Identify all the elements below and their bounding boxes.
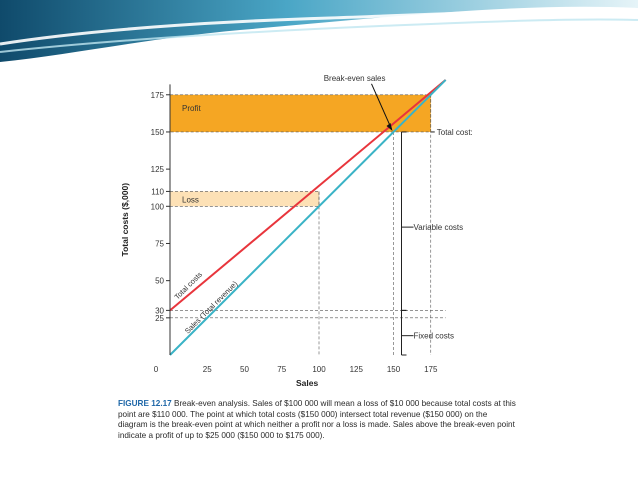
y-axis-title: Total costs ($,000) [120, 183, 130, 257]
caption-text: Break-even analysis. Sales of $100 000 w… [118, 399, 516, 440]
y-tick-label: 30 [155, 306, 164, 315]
x-tick-label: 125 [350, 365, 364, 374]
y-tick-label: 150 [151, 128, 165, 137]
header-banner [0, 0, 638, 62]
x-tick-label: 50 [240, 365, 249, 374]
y-tick-label: 50 [155, 277, 164, 286]
y-tick-label: 100 [151, 202, 165, 211]
variable-costs-label: Variable costs [414, 223, 464, 232]
loss-label: Loss [182, 195, 199, 204]
y-tick-label: 125 [151, 165, 165, 174]
total-cost-label: Total cost: [437, 128, 473, 137]
x-tick-label: 100 [312, 365, 326, 374]
profit-label: Profit [182, 104, 201, 113]
series-line-sales [169, 79, 447, 356]
break-even-label: Break-even sales [324, 74, 386, 83]
y-tick-label: 25 [155, 314, 164, 323]
fixed-costs-label: Fixed costs [414, 332, 454, 341]
break-even-arrow-shaft [371, 83, 392, 130]
x-axis-title: Sales [296, 378, 318, 388]
y-tick-label: 110 [151, 187, 164, 196]
figure-caption: FIGURE 12.17 Break-even analysis. Sales … [118, 399, 518, 441]
y-tick-label: 175 [151, 91, 165, 100]
x-tick-label: 0 [154, 365, 159, 374]
figure-label: FIGURE 12.17 [118, 399, 172, 408]
x-tick-label: 150 [387, 365, 401, 374]
profit-region [169, 94, 432, 133]
y-tick-label: 75 [155, 239, 164, 248]
x-tick-label: 75 [277, 365, 286, 374]
x-tick-label: 25 [203, 365, 212, 374]
break-even-arrow-head [386, 122, 393, 131]
x-tick-label: 175 [424, 365, 438, 374]
series-line-total-costs [169, 79, 447, 312]
